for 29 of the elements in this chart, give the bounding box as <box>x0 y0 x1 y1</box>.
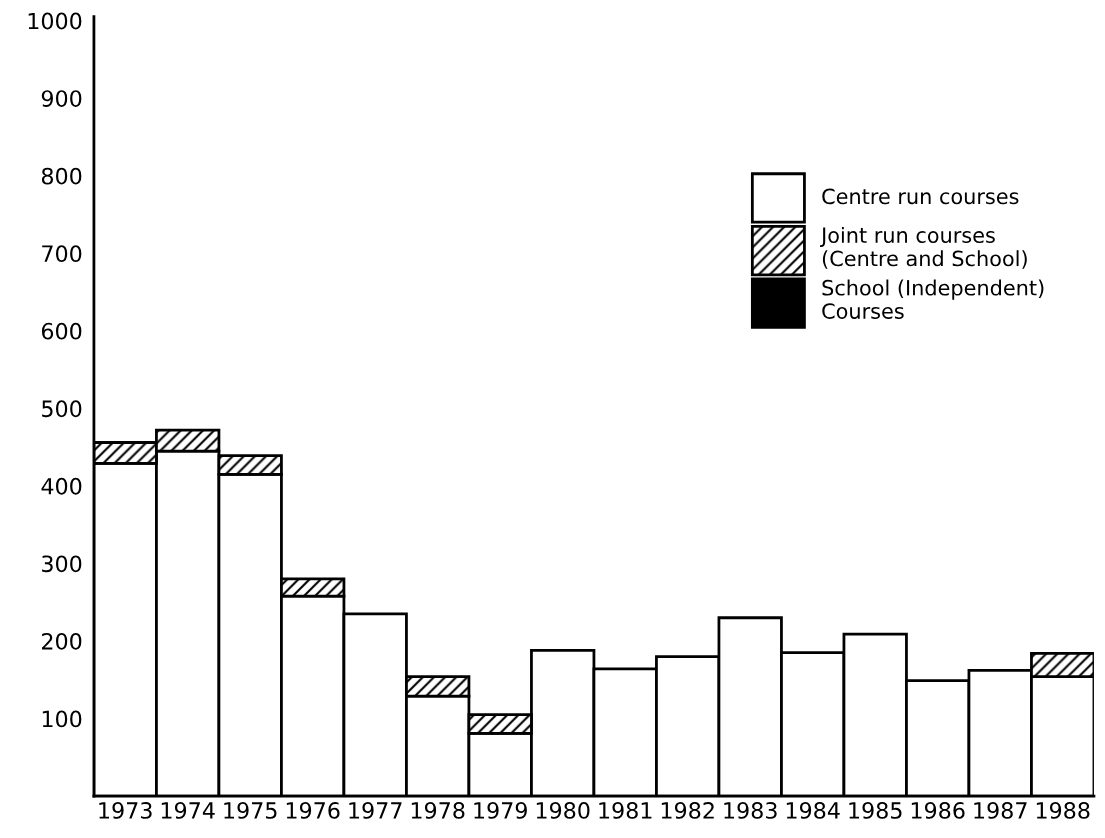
x-tick-label: 1973 <box>99 802 152 819</box>
x-tick-label: 1981 <box>599 802 652 819</box>
y-tick-label: 800 <box>41 167 82 185</box>
y-tick-label: 500 <box>42 400 82 418</box>
legend-label: Centre run courses <box>822 188 1019 205</box>
x-tick-label: 1983 <box>724 802 777 819</box>
x-tick-label: 1985 <box>849 802 902 819</box>
x-tick-label: 1980 <box>536 802 590 819</box>
x-tick-label: 1975 <box>224 802 277 819</box>
x-tick-label: 1982 <box>661 802 714 819</box>
x-tick-label: 1987 <box>974 802 1027 819</box>
legend-label: School (Independent) Courses <box>822 279 1044 319</box>
x-tick-label: 1978 <box>411 802 465 819</box>
x-tick-label: 1984 <box>786 802 840 819</box>
y-tick-label: 200 <box>42 632 82 650</box>
y-tick-label: 900 <box>41 90 82 107</box>
x-tick-label: 1977 <box>349 802 402 819</box>
x-tick-label: 1974 <box>161 802 215 819</box>
x-tick-label: 1976 <box>286 802 340 819</box>
y-tick-label: 700 <box>42 245 82 263</box>
y-tick-label: 600 <box>41 322 82 340</box>
x-tick-label: 1988 <box>1036 802 1090 819</box>
legend-label: Joint run courses (Centre and School) <box>820 226 1027 269</box>
y-tick-label: 300 <box>42 555 82 573</box>
x-tick-label: 1986 <box>911 802 965 819</box>
y-tick-label: 1000 <box>28 12 82 30</box>
y-tick-label: 100 <box>42 710 82 728</box>
y-tick-label: 400 <box>41 477 82 495</box>
x-tick-label: 1979 <box>474 802 527 819</box>
